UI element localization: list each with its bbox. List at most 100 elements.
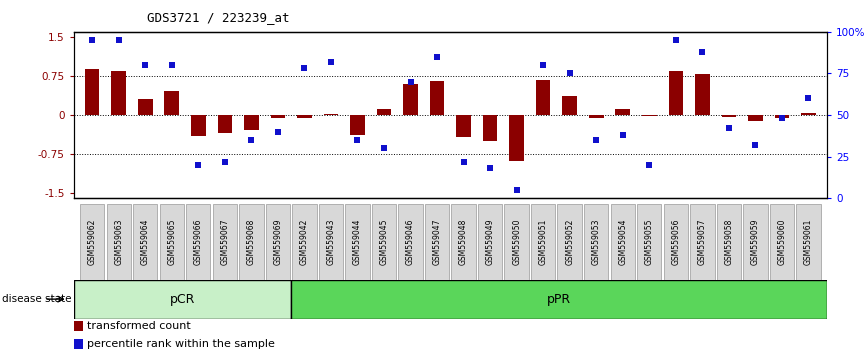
- Bar: [430, 81, 444, 115]
- Text: pPR: pPR: [547, 293, 572, 306]
- Point: [112, 37, 126, 43]
- Text: GSM559058: GSM559058: [724, 219, 734, 266]
- Point: [377, 145, 391, 151]
- FancyBboxPatch shape: [743, 204, 767, 280]
- Bar: [74, 339, 83, 349]
- Bar: [138, 99, 152, 115]
- Bar: [377, 109, 391, 115]
- Bar: [801, 114, 816, 115]
- Point: [244, 137, 258, 143]
- Point: [456, 159, 470, 165]
- Bar: [324, 114, 339, 115]
- Bar: [291, 280, 827, 319]
- Bar: [270, 115, 285, 118]
- Bar: [721, 115, 736, 116]
- Bar: [536, 80, 551, 115]
- FancyBboxPatch shape: [292, 204, 317, 280]
- FancyBboxPatch shape: [770, 204, 794, 280]
- Point: [536, 62, 550, 68]
- Bar: [456, 115, 471, 137]
- Text: GSM559053: GSM559053: [591, 219, 601, 266]
- Text: GSM559060: GSM559060: [778, 219, 786, 266]
- Text: GSM559063: GSM559063: [114, 219, 123, 266]
- FancyBboxPatch shape: [372, 204, 397, 280]
- Bar: [483, 115, 497, 141]
- Bar: [509, 115, 524, 161]
- FancyBboxPatch shape: [186, 204, 210, 280]
- Text: disease state: disease state: [2, 294, 71, 304]
- FancyBboxPatch shape: [80, 204, 105, 280]
- FancyBboxPatch shape: [451, 204, 475, 280]
- Bar: [616, 109, 630, 115]
- Point: [351, 137, 365, 143]
- Bar: [404, 84, 417, 115]
- Text: GSM559051: GSM559051: [539, 219, 547, 266]
- Bar: [748, 115, 763, 121]
- Bar: [562, 96, 577, 115]
- Text: GSM559046: GSM559046: [406, 219, 415, 266]
- Point: [324, 59, 338, 65]
- Text: GSM559061: GSM559061: [804, 219, 813, 266]
- Point: [218, 159, 232, 165]
- FancyBboxPatch shape: [159, 204, 184, 280]
- Text: GSM559055: GSM559055: [645, 219, 654, 266]
- Point: [589, 137, 603, 143]
- Text: GSM559066: GSM559066: [194, 219, 203, 266]
- Bar: [165, 91, 179, 115]
- Text: GSM559044: GSM559044: [353, 219, 362, 266]
- FancyBboxPatch shape: [690, 204, 714, 280]
- Point: [483, 165, 497, 171]
- Bar: [695, 74, 709, 115]
- Text: transformed count: transformed count: [87, 321, 191, 331]
- Point: [563, 71, 577, 76]
- Bar: [244, 115, 259, 130]
- FancyBboxPatch shape: [239, 204, 263, 280]
- Text: pCR: pCR: [170, 293, 195, 306]
- Text: GSM559068: GSM559068: [247, 219, 255, 266]
- Text: GSM559056: GSM559056: [671, 219, 681, 266]
- Point: [669, 37, 682, 43]
- Bar: [669, 71, 683, 115]
- Text: GSM559045: GSM559045: [379, 219, 389, 266]
- Point: [191, 162, 205, 168]
- Text: GSM559065: GSM559065: [167, 219, 177, 266]
- Point: [510, 187, 524, 193]
- FancyBboxPatch shape: [796, 204, 821, 280]
- Text: GSM559049: GSM559049: [486, 219, 494, 266]
- Point: [430, 54, 444, 59]
- Text: GSM559062: GSM559062: [87, 219, 97, 266]
- Bar: [85, 69, 100, 115]
- Point: [85, 37, 99, 43]
- Point: [404, 79, 417, 85]
- Text: GSM559067: GSM559067: [220, 219, 229, 266]
- Point: [748, 142, 762, 148]
- Point: [695, 49, 709, 55]
- Text: GSM559052: GSM559052: [565, 219, 574, 266]
- Bar: [297, 115, 312, 118]
- Text: GSM559047: GSM559047: [432, 219, 442, 266]
- Text: GSM559050: GSM559050: [512, 219, 521, 266]
- Text: GSM559048: GSM559048: [459, 219, 469, 266]
- Text: GSM559043: GSM559043: [326, 219, 335, 266]
- Point: [643, 162, 656, 168]
- Text: GDS3721 / 223239_at: GDS3721 / 223239_at: [147, 11, 290, 24]
- Point: [802, 96, 816, 101]
- Bar: [350, 115, 365, 135]
- FancyBboxPatch shape: [584, 204, 609, 280]
- Bar: [774, 115, 789, 118]
- Bar: [74, 321, 83, 331]
- Text: GSM559069: GSM559069: [274, 219, 282, 266]
- FancyBboxPatch shape: [504, 204, 529, 280]
- Bar: [112, 71, 126, 115]
- FancyBboxPatch shape: [425, 204, 449, 280]
- Bar: [191, 115, 205, 136]
- FancyBboxPatch shape: [478, 204, 502, 280]
- Bar: [589, 115, 604, 118]
- Bar: [74, 280, 291, 319]
- FancyBboxPatch shape: [346, 204, 370, 280]
- FancyBboxPatch shape: [611, 204, 635, 280]
- FancyBboxPatch shape: [266, 204, 290, 280]
- FancyBboxPatch shape: [107, 204, 131, 280]
- FancyBboxPatch shape: [398, 204, 423, 280]
- Text: GSM559042: GSM559042: [300, 219, 309, 266]
